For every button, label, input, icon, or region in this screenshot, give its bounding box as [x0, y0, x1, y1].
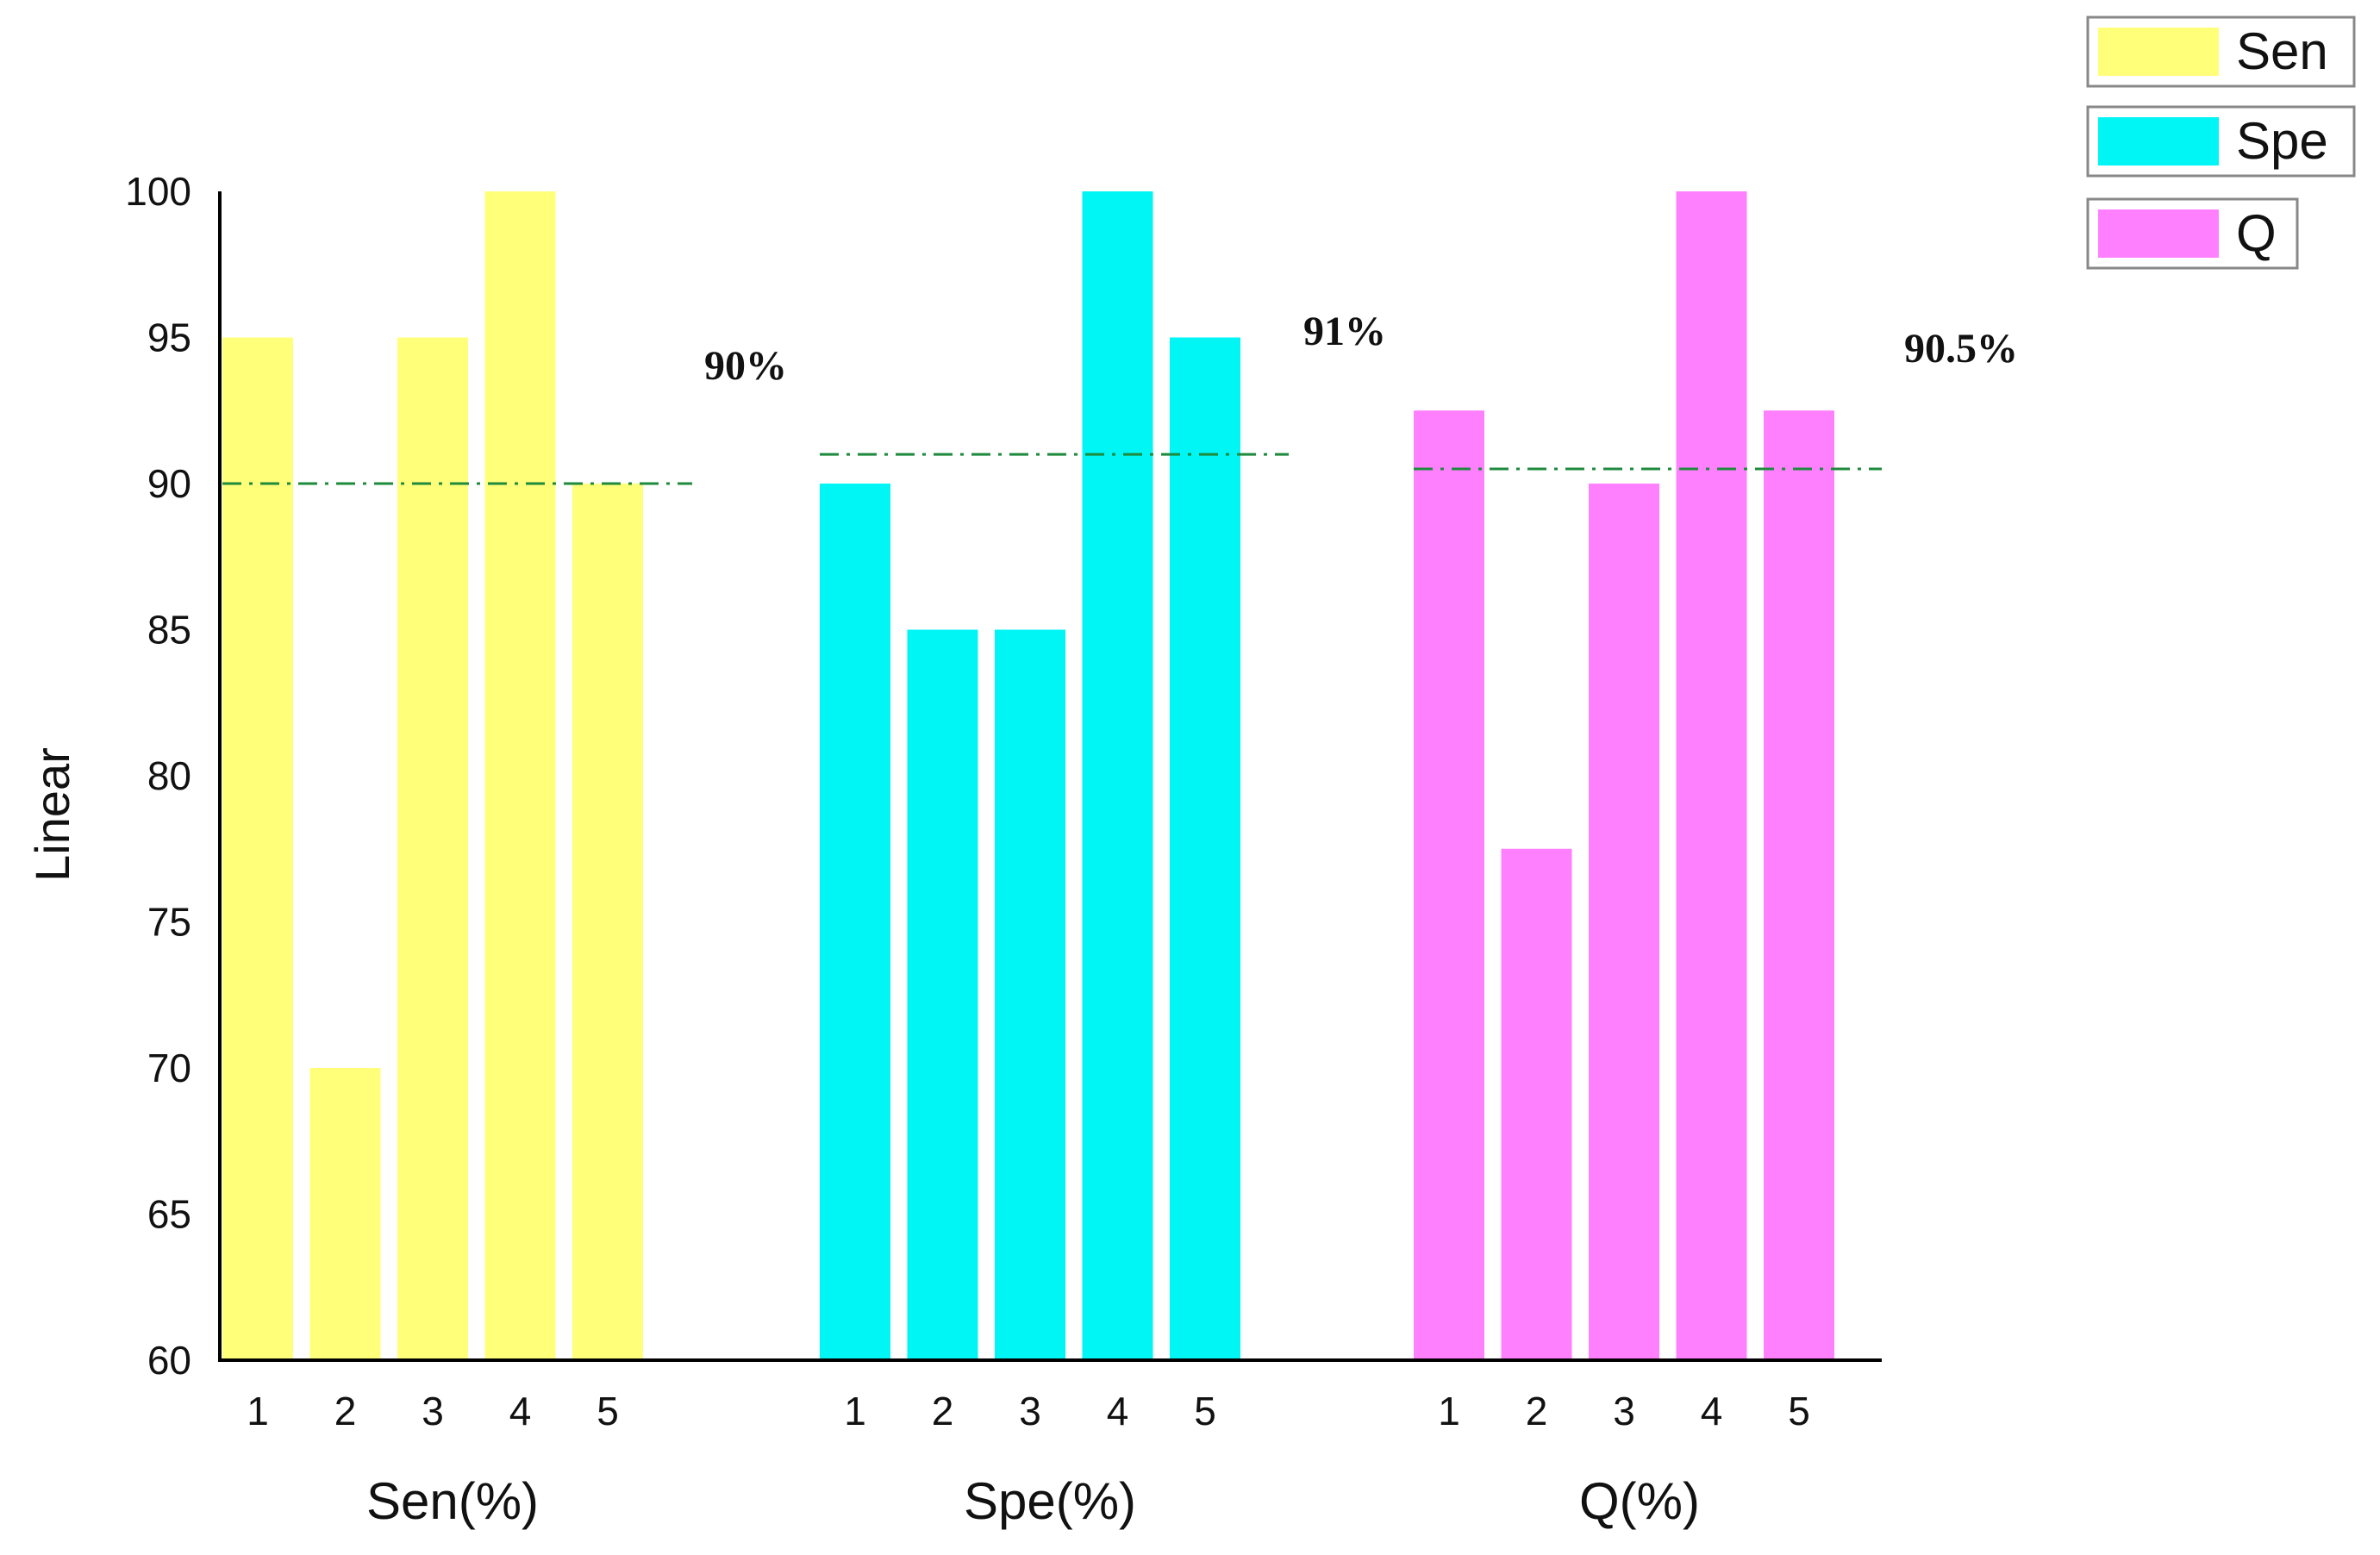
x-tick-labels: 1 2 3 4 5 1 2 3 4 5 1 2 3 4 5 — [247, 1389, 1810, 1433]
spe-group-label: Spe(%) — [964, 1472, 1136, 1530]
y-tick-label: 65 — [147, 1192, 191, 1237]
y-tick-labels: 60 65 70 75 80 85 90 95 100 — [125, 169, 191, 1383]
sen-bar-4 — [484, 191, 556, 1360]
x-tick-label: 2 — [1526, 1389, 1548, 1433]
x-tick-label: 4 — [509, 1389, 532, 1433]
y-tick-label: 90 — [147, 461, 191, 506]
spe-bar-5 — [1170, 337, 1240, 1360]
x-tick-label: 5 — [597, 1389, 619, 1433]
x-tick-label: 2 — [334, 1389, 357, 1433]
spe-bar-4 — [1082, 191, 1153, 1360]
x-tick-label: 4 — [1701, 1389, 1723, 1433]
axes-layer — [218, 191, 1882, 1362]
y-tick-label: 80 — [147, 753, 191, 798]
x-tick-label: 1 — [247, 1389, 269, 1433]
legend-label-spe: Spe — [2236, 112, 2328, 170]
q-bar-4 — [1676, 191, 1747, 1360]
y-axis-label: Linear — [25, 747, 79, 882]
sen-average-label: 90% — [704, 343, 787, 389]
x-tick-label: 3 — [1613, 1389, 1635, 1433]
q-group-label: Q(%) — [1579, 1472, 1700, 1530]
sen-bar-1 — [222, 337, 293, 1360]
x-tick-label: 3 — [422, 1389, 444, 1433]
sen-bar-5 — [572, 484, 643, 1360]
x-tick-label: 1 — [844, 1389, 866, 1433]
spe-bar-2 — [907, 629, 978, 1360]
spe-average-label: 91% — [1303, 309, 1386, 354]
average-labels: 90% 91% 90.5% — [704, 309, 2018, 389]
spe-bar-3 — [995, 629, 1065, 1360]
bars-layer — [222, 191, 1834, 1360]
spe-bar-1 — [820, 484, 890, 1360]
x-tick-label: 5 — [1194, 1389, 1216, 1433]
x-tick-label: 4 — [1107, 1389, 1129, 1433]
sen-bar-2 — [309, 1068, 381, 1360]
y-tick-label: 85 — [147, 608, 191, 653]
x-tick-label: 1 — [1438, 1389, 1460, 1433]
legend-swatch-sen — [2098, 28, 2219, 76]
y-tick-label: 95 — [147, 315, 191, 360]
legend-label-sen: Sen — [2236, 22, 2328, 80]
x-tick-label: 3 — [1019, 1389, 1041, 1433]
group-labels: Sen(%) Spe(%) Q(%) — [366, 1472, 1700, 1530]
y-tick-label: 100 — [125, 169, 191, 214]
legend-swatch-spe — [2098, 117, 2219, 165]
y-tick-label: 60 — [147, 1338, 191, 1383]
y-tick-label: 75 — [147, 900, 191, 945]
y-tick-label: 70 — [147, 1046, 191, 1090]
q-average-label: 90.5% — [1904, 326, 2018, 372]
q-bar-3 — [1589, 484, 1659, 1360]
x-tick-label: 5 — [1788, 1389, 1810, 1433]
legend-swatch-q — [2098, 209, 2219, 258]
q-bar-1 — [1414, 410, 1484, 1360]
q-bar-2 — [1501, 848, 1572, 1360]
x-tick-label: 2 — [932, 1389, 954, 1433]
legend: Sen Spe Q — [2086, 16, 2356, 270]
sen-bar-3 — [397, 337, 468, 1360]
sen-group-label: Sen(%) — [366, 1472, 539, 1530]
average-lines-layer — [222, 453, 1882, 485]
q-bar-5 — [1764, 410, 1834, 1360]
legend-label-q: Q — [2236, 204, 2277, 262]
